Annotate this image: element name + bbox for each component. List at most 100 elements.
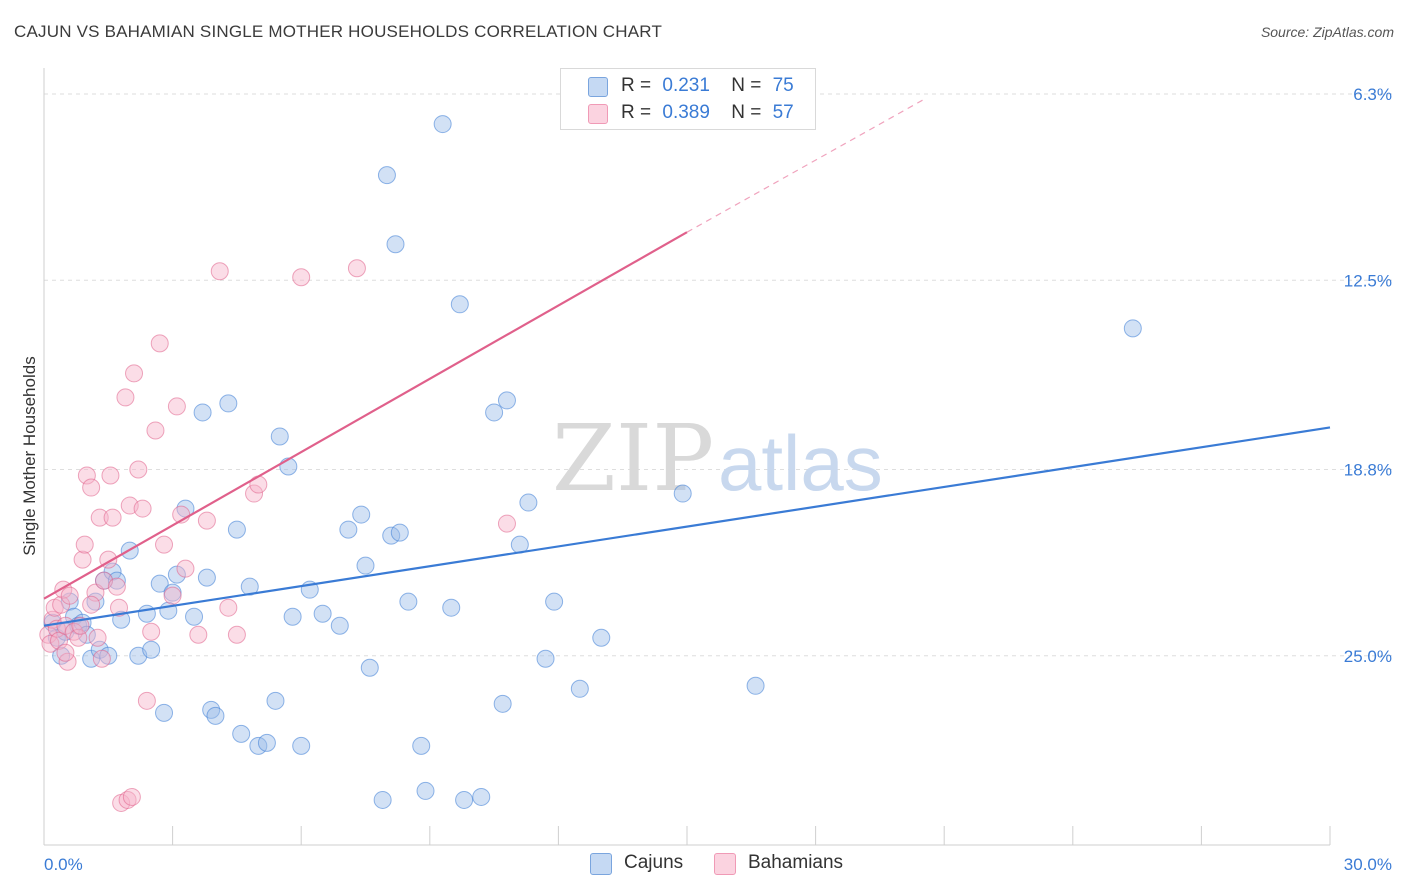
cajun-point bbox=[497, 391, 516, 410]
bahamian-point bbox=[292, 268, 311, 287]
cajun-point bbox=[206, 706, 225, 725]
cajun-point bbox=[270, 427, 289, 446]
gridlines bbox=[44, 93, 1392, 657]
x-min-label: 0.0% bbox=[44, 855, 83, 874]
legend-n-label: N = bbox=[731, 75, 762, 96]
cajun-point bbox=[197, 568, 216, 587]
cajun-point bbox=[193, 403, 212, 422]
bahamian-point bbox=[60, 586, 79, 605]
cajun-point bbox=[390, 523, 409, 542]
bahamian-trend-line bbox=[43, 231, 688, 600]
cajun-point bbox=[416, 781, 435, 800]
cajun-point bbox=[592, 628, 611, 647]
cajun-point bbox=[155, 703, 174, 722]
legend-n-label: N = bbox=[731, 102, 762, 123]
cajun-point bbox=[399, 592, 418, 611]
cajun-point bbox=[227, 520, 246, 539]
cajun-point bbox=[536, 649, 555, 668]
cajun-point bbox=[442, 598, 461, 617]
cajun-trend-line bbox=[43, 426, 1331, 627]
cajun-point bbox=[339, 520, 358, 539]
bahamian-point bbox=[137, 691, 156, 710]
bahamian-point bbox=[245, 484, 264, 503]
cajuns-swatch bbox=[590, 853, 612, 875]
cajun-point bbox=[570, 679, 589, 698]
cajun-point bbox=[185, 607, 204, 626]
cajun-point bbox=[746, 676, 765, 695]
bahamian-point bbox=[88, 628, 107, 647]
bahamian-point bbox=[133, 499, 152, 518]
cajun-point bbox=[493, 694, 512, 713]
cajun-r-value: 0.231 bbox=[662, 75, 710, 96]
cajun-point bbox=[219, 394, 238, 413]
bahamian-r-value: 0.389 bbox=[662, 102, 710, 123]
cajuns-label: Cajuns bbox=[624, 852, 684, 873]
cajun-point bbox=[257, 733, 276, 752]
bahamian-point bbox=[347, 259, 366, 278]
data-points bbox=[39, 115, 1142, 812]
trend-lines bbox=[43, 99, 1331, 627]
bahamian-point bbox=[82, 595, 101, 614]
cajun-point bbox=[292, 736, 311, 755]
bahamian-point bbox=[90, 508, 109, 527]
x-max-label: 30.0% bbox=[1344, 855, 1392, 874]
cajun-point bbox=[330, 616, 349, 635]
cajun-point bbox=[472, 787, 491, 806]
y-tick-label: 12.5% bbox=[1344, 271, 1392, 290]
bahamian-trend-extension bbox=[686, 99, 924, 233]
bahamian-point bbox=[82, 478, 101, 497]
cajun-point bbox=[433, 115, 452, 134]
bahamians-swatch bbox=[714, 853, 736, 875]
y-axis-label: Single Mother Households bbox=[20, 356, 39, 556]
bahamian-point bbox=[92, 649, 111, 668]
bahamians-label: Bahamians bbox=[748, 852, 844, 873]
bahamian-point bbox=[110, 598, 129, 617]
cajun-point bbox=[673, 484, 692, 503]
y-tick-label: 25.0% bbox=[1344, 647, 1392, 666]
cajun-point bbox=[313, 604, 332, 623]
cajun-point bbox=[1123, 319, 1142, 338]
cajun-point bbox=[519, 493, 538, 512]
bahamian-point bbox=[77, 466, 96, 485]
cajun-n-value: 75 bbox=[772, 75, 794, 96]
bahamian-point bbox=[150, 334, 169, 353]
bahamian-point bbox=[58, 652, 77, 671]
cajun-point bbox=[283, 607, 302, 626]
cajun-point bbox=[150, 574, 169, 593]
bahamian-point bbox=[125, 364, 144, 383]
bahamian-point bbox=[249, 475, 268, 494]
watermark-zip: ZIP bbox=[552, 405, 714, 512]
cajun-point bbox=[142, 640, 161, 659]
legend-r-label: R = bbox=[621, 75, 652, 96]
cajun-point bbox=[240, 577, 259, 596]
bahamian-point bbox=[176, 559, 195, 578]
cajun-point bbox=[352, 505, 371, 524]
cajun-point bbox=[377, 166, 396, 185]
cajun-point bbox=[545, 592, 564, 611]
bahamian-point bbox=[116, 388, 135, 407]
cajun-point bbox=[386, 235, 405, 254]
correlation-legend: R = 0.231 N = 75 R = 0.389 N = 57 bbox=[560, 68, 816, 130]
cajun-swatch bbox=[588, 77, 608, 97]
bahamian-point bbox=[107, 577, 126, 596]
y-tick-labels: 25.0% 18.8% 12.5% 6.3% bbox=[1344, 85, 1392, 666]
y-tick-label: 18.8% bbox=[1344, 461, 1392, 480]
bahamian-swatch bbox=[588, 104, 608, 124]
bahamian-point bbox=[75, 535, 94, 554]
cajun-point bbox=[485, 403, 504, 422]
bahamian-point bbox=[73, 550, 92, 569]
bahamian-point bbox=[163, 586, 182, 605]
cajun-point bbox=[232, 724, 251, 743]
watermark: ZIP atlas bbox=[552, 405, 883, 512]
cajun-point bbox=[356, 556, 375, 575]
bahamian-point bbox=[129, 460, 148, 479]
bahamian-point bbox=[219, 598, 238, 617]
bahamian-point bbox=[497, 514, 516, 533]
chart-title: CAJUN VS BAHAMIAN SINGLE MOTHER HOUSEHOL… bbox=[14, 22, 663, 41]
bahamian-n-value: 57 bbox=[772, 102, 794, 123]
bahamian-point bbox=[146, 421, 165, 440]
bahamian-point bbox=[189, 625, 208, 644]
bahamian-point bbox=[197, 511, 216, 530]
bahamian-point bbox=[122, 787, 141, 806]
